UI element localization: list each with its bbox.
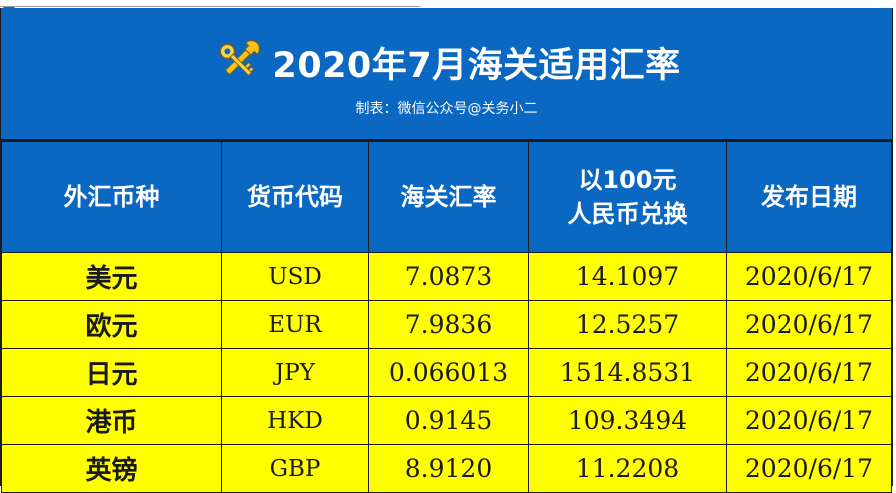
- cell-date[interactable]: 2020/6/17: [726, 300, 892, 349]
- table-row: 美元 USD 7.0873 14.1097 2020/6/17: [1, 252, 892, 301]
- exchange-rate-table: 外汇币种 货币代码 海关汇率 以100元 人民币兑换 发布日期 美元: [1, 141, 892, 493]
- cell-code[interactable]: JPY: [221, 348, 369, 397]
- header-code[interactable]: 货币代码: [221, 141, 369, 253]
- cell-date[interactable]: 2020/6/17: [726, 396, 892, 445]
- cell-rate[interactable]: 8.9120: [368, 444, 529, 493]
- cell-per100[interactable]: 12.5257: [528, 300, 727, 349]
- table-header-row: 外汇币种 货币代码 海关汇率 以100元 人民币兑换 发布日期: [1, 141, 892, 253]
- table-row: 港币 HKD 0.9145 109.3494 2020/6/17: [1, 396, 892, 445]
- page-subtitle: 制表：微信公众号@关务小二: [355, 101, 538, 117]
- rate-sheet: 2020年7月海关适用汇率 制表：微信公众号@关务小二 外汇币种 货币代码 海关…: [0, 8, 893, 493]
- cell-currency[interactable]: 欧元: [1, 300, 222, 349]
- header-rate[interactable]: 海关汇率: [368, 141, 529, 253]
- header-currency[interactable]: 外汇币种: [1, 141, 222, 253]
- cell-currency[interactable]: 美元: [1, 252, 222, 301]
- cell-currency[interactable]: 英镑: [1, 444, 222, 493]
- cell-per100[interactable]: 1514.8531: [528, 348, 727, 397]
- cell-currency[interactable]: 日元: [1, 348, 222, 397]
- header-date[interactable]: 发布日期: [726, 141, 892, 253]
- title-banner: 2020年7月海关适用汇率 制表：微信公众号@关务小二: [1, 8, 892, 141]
- cell-code[interactable]: EUR: [221, 300, 369, 349]
- cell-rate[interactable]: 0.9145: [368, 396, 529, 445]
- table-row: 日元 JPY 0.066013 1514.8531 2020/6/17: [1, 348, 892, 397]
- page-title: 2020年7月海关适用汇率: [272, 45, 681, 86]
- cell-rate[interactable]: 0.066013: [368, 348, 529, 397]
- cell-code[interactable]: GBP: [221, 444, 369, 493]
- top-border-line: [0, 0, 420, 7]
- cell-per100[interactable]: 11.2208: [528, 444, 727, 493]
- header-per100[interactable]: 以100元 人民币兑换: [528, 141, 727, 253]
- table-row: 欧元 EUR 7.9836 12.5257 2020/6/17: [1, 300, 892, 349]
- cell-per100[interactable]: 14.1097: [528, 252, 727, 301]
- cell-per100[interactable]: 109.3494: [528, 396, 727, 445]
- cell-currency[interactable]: 港币: [1, 396, 222, 445]
- cell-date[interactable]: 2020/6/17: [726, 252, 892, 301]
- cell-date[interactable]: 2020/6/17: [726, 444, 892, 493]
- cell-rate[interactable]: 7.0873: [368, 252, 529, 301]
- table-row: 英镑 GBP 8.9120 11.2208 2020/6/17: [1, 444, 892, 493]
- cell-code[interactable]: HKD: [221, 396, 369, 445]
- cell-rate[interactable]: 7.9836: [368, 300, 529, 349]
- cell-code[interactable]: USD: [221, 252, 369, 301]
- keys-tools-icon: [220, 40, 261, 77]
- cell-date[interactable]: 2020/6/17: [726, 348, 892, 397]
